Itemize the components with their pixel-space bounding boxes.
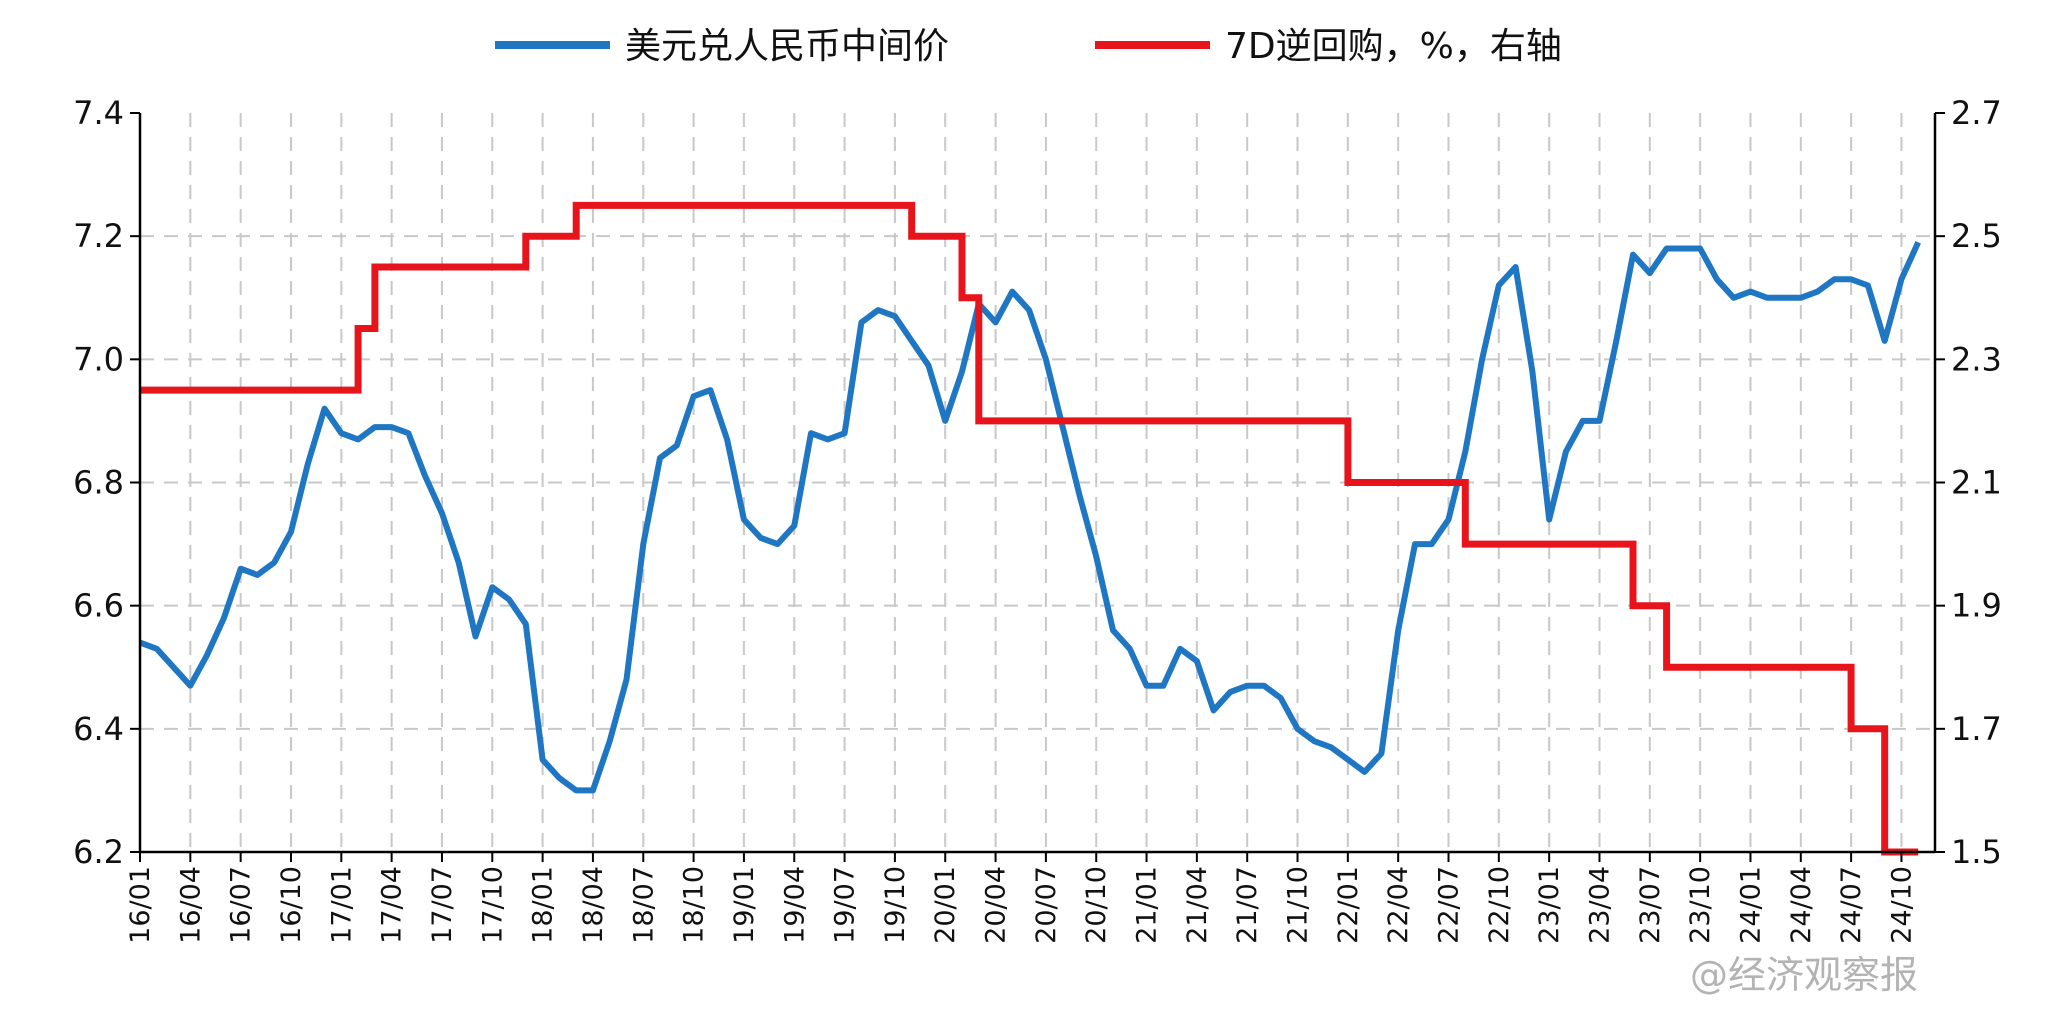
y-left-tick-label: 7.2 (73, 217, 124, 255)
x-tick-label: 16/04 (175, 866, 206, 944)
x-tick-label: 24/01 (1735, 866, 1766, 944)
x-tick-label: 18/01 (528, 866, 559, 944)
y-right-tick-label: 2.3 (1951, 340, 2002, 378)
y-right-tick-label: 1.9 (1951, 587, 2002, 625)
x-tick-label: 16/10 (276, 866, 307, 944)
x-tick-label: 20/04 (981, 866, 1012, 944)
x-tick-label: 23/01 (1534, 866, 1565, 944)
legend-label-usdcny: 美元兑人民币中间价 (625, 26, 949, 67)
x-tick-label: 21/10 (1283, 866, 1314, 944)
x-tick-label: 17/01 (326, 866, 357, 944)
x-tick-label: 17/07 (427, 866, 458, 944)
y-left-tick-label: 6.6 (73, 587, 124, 625)
y-right-tick-label: 2.5 (1951, 217, 2002, 255)
x-tick-label: 21/04 (1182, 866, 1213, 944)
x-tick-label: 17/04 (377, 866, 408, 944)
y-left-tick-label: 6.2 (73, 833, 124, 871)
x-tick-label: 20/01 (930, 866, 961, 944)
x-tick-label: 22/01 (1333, 866, 1364, 944)
y-right-tick-label: 2.7 (1951, 94, 2002, 132)
x-tick-label: 24/04 (1786, 866, 1817, 944)
x-tick-label: 16/07 (226, 866, 257, 944)
x-tick-label: 18/10 (679, 866, 710, 944)
x-tick-label: 19/10 (880, 866, 911, 944)
x-tick-label: 20/10 (1081, 866, 1112, 944)
y-right-tick-label: 1.5 (1951, 833, 2002, 871)
x-tick-label: 23/10 (1685, 866, 1716, 944)
x-tick-label: 20/07 (1031, 866, 1062, 944)
y-left-tick-label: 6.4 (73, 710, 124, 748)
x-tick-label: 19/07 (830, 866, 861, 944)
x-tick-label: 18/04 (578, 866, 609, 944)
x-tick-label: 22/04 (1383, 866, 1414, 944)
x-tick-label: 24/10 (1886, 866, 1917, 944)
x-tick-label: 21/07 (1232, 866, 1263, 944)
x-tick-label: 17/10 (477, 866, 508, 944)
y-right-tick-label: 1.7 (1951, 710, 2002, 748)
y-left-tick-label: 6.8 (73, 464, 124, 502)
y-right-tick-label: 2.1 (1951, 464, 2002, 502)
watermark: @经济观察报 (1690, 953, 1918, 997)
legend: 美元兑人民币中间价 7D逆回购，%，右轴 (495, 26, 1562, 67)
y-left-tick-label: 7.0 (73, 340, 124, 378)
x-tick-label: 16/01 (125, 866, 156, 944)
x-tick-label: 18/07 (628, 866, 659, 944)
x-tick-label: 22/10 (1484, 866, 1515, 944)
grid-layer (140, 113, 1935, 852)
x-tick-label: 19/04 (779, 866, 810, 944)
x-tick-label: 23/07 (1635, 866, 1666, 944)
x-tick-label: 21/01 (1132, 866, 1163, 944)
y-left-tick-label: 7.4 (73, 94, 124, 132)
x-tick-label: 23/04 (1584, 866, 1615, 944)
legend-label-7d-reverse-repo: 7D逆回购，%，右轴 (1225, 26, 1562, 67)
x-tick-label: 19/01 (729, 866, 760, 944)
x-tick-label: 24/07 (1836, 866, 1867, 944)
x-tick-label: 22/07 (1434, 866, 1465, 944)
